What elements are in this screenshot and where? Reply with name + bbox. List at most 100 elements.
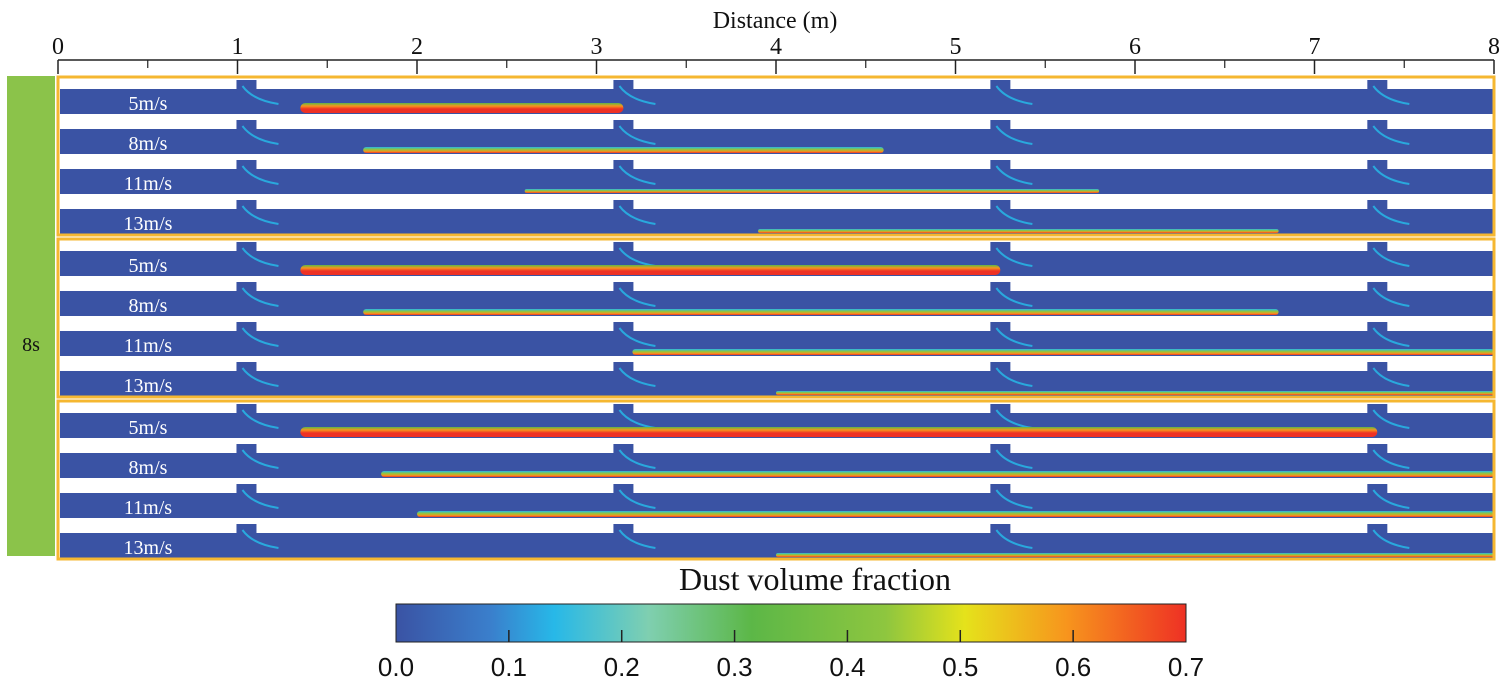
axis-tick-label: 7 (1309, 34, 1321, 60)
inlet-jet (618, 125, 656, 145)
inlet-port (990, 444, 1011, 456)
duct-channel (60, 89, 1494, 114)
velocity-label: 11m/s (124, 173, 172, 195)
inlet-port (236, 200, 257, 212)
inlet-port (990, 282, 1011, 294)
duct-row: 5m/s (60, 80, 1494, 115)
duct-row: 11m/s (60, 322, 1494, 357)
inlet-jet (241, 85, 279, 105)
inlet-port (613, 242, 634, 254)
inlet-port (1367, 444, 1388, 456)
colorbar-tick-label: 0.5 (942, 652, 978, 682)
dust-deposit-layer (300, 103, 624, 113)
inlet-port (613, 444, 634, 456)
duct-row: 5m/s (60, 242, 1494, 277)
velocity-group-1: 5m/s 8m/s 11m/s 13m/s (56, 75, 1496, 237)
inlet-jet (241, 529, 279, 549)
dust-deposit-layer (300, 265, 1001, 275)
simulation-panels: 5m/s8m/s11m/s13m/s5m/s8m/s11m/s13m/s5m/s… (56, 75, 1496, 561)
inlet-port (236, 120, 257, 132)
distance-axis: Distance (m) 0 1 2 3 4 5 6 7 8 (52, 8, 1500, 74)
duct-row: 8m/s (60, 120, 1494, 155)
colorbar-tick-label: 0.1 (491, 652, 527, 682)
inlet-jet (241, 327, 279, 347)
inlet-port (1367, 160, 1388, 172)
time-label: 8s (22, 334, 40, 356)
inlet-port (1367, 200, 1388, 212)
inlet-jet (1372, 449, 1410, 469)
velocity-group-3: 5m/s 8m/s 11m/s 13m/s (56, 399, 1496, 561)
inlet-port (990, 120, 1011, 132)
inlet-jet (241, 205, 279, 225)
velocity-group-2: 5m/s 8m/s 11m/s 13m/s (56, 237, 1496, 399)
axis-tick-label: 3 (591, 34, 603, 60)
velocity-label: 11m/s (124, 335, 172, 357)
axis-tick-label: 2 (411, 34, 423, 60)
duct-row: 13m/s (60, 524, 1494, 559)
inlet-port (236, 322, 257, 334)
inlet-port (1367, 120, 1388, 132)
velocity-label: 8m/s (129, 133, 168, 155)
axis-tick-label: 8 (1488, 34, 1500, 60)
inlet-port (236, 282, 257, 294)
inlet-jet (1372, 327, 1410, 347)
inlet-port (236, 362, 257, 374)
inlet-jet (618, 205, 656, 225)
inlet-port (990, 160, 1011, 172)
inlet-port (613, 80, 634, 92)
dust-deposit-layer (524, 189, 1100, 193)
dust-deposit-layer (758, 229, 1279, 233)
velocity-label: 8m/s (129, 457, 168, 479)
axis-title: Distance (m) (713, 8, 838, 34)
inlet-port (990, 404, 1011, 416)
dust-deposit-layer (300, 427, 1378, 437)
inlet-port (613, 200, 634, 212)
inlet-jet (618, 367, 656, 387)
velocity-label: 13m/s (124, 213, 173, 235)
velocity-label: 5m/s (129, 417, 168, 439)
duct-row: 11m/s (60, 160, 1494, 195)
inlet-port (236, 524, 257, 536)
velocity-label: 8m/s (129, 295, 168, 317)
inlet-jet (618, 449, 656, 469)
inlet-port (236, 404, 257, 416)
inlet-jet (241, 489, 279, 509)
inlet-jet (995, 449, 1033, 469)
axis-tick-label: 4 (770, 34, 782, 60)
colorbar-tick-label: 0.7 (1168, 652, 1204, 682)
colorbar-title: Dust volume fraction (679, 561, 951, 597)
inlet-port (613, 484, 634, 496)
inlet-port (236, 80, 257, 92)
group-frame (56, 399, 1496, 561)
inlet-jet (995, 489, 1033, 509)
inlet-port (613, 362, 634, 374)
inlet-port (613, 282, 634, 294)
duct-row: 8m/s (60, 282, 1494, 317)
inlet-jet (1372, 409, 1410, 429)
inlet-port (613, 322, 634, 334)
colorbar-tick-label: 0.2 (604, 652, 640, 682)
inlet-port (613, 404, 634, 416)
inlet-port (1367, 484, 1388, 496)
duct-row: 5m/s (60, 404, 1494, 439)
velocity-label: 5m/s (129, 255, 168, 277)
colorbar: Dust volume fraction 0.0 0.1 0.2 0.3 0.4 0.5 0… (378, 561, 1204, 682)
inlet-port (236, 160, 257, 172)
dust-deposit-layer (776, 391, 1494, 395)
dust-deposit-layer (381, 471, 1495, 477)
colorbar-gradient (395, 603, 1187, 643)
inlet-jet (1372, 85, 1410, 105)
axis-tick-label: 0 (52, 34, 64, 60)
axis-ticks: 0 1 2 3 4 5 6 7 8 (52, 34, 1500, 74)
dust-deposit-layer (417, 511, 1494, 517)
inlet-port (613, 524, 634, 536)
inlet-jet (241, 409, 279, 429)
inlet-jet (995, 247, 1033, 267)
inlet-jet (1372, 367, 1410, 387)
velocity-label: 13m/s (124, 537, 173, 559)
inlet-port (990, 242, 1011, 254)
inlet-jet (995, 367, 1033, 387)
inlet-jet (995, 165, 1033, 185)
inlet-jet (241, 247, 279, 267)
duct-row: 13m/s (60, 362, 1494, 397)
